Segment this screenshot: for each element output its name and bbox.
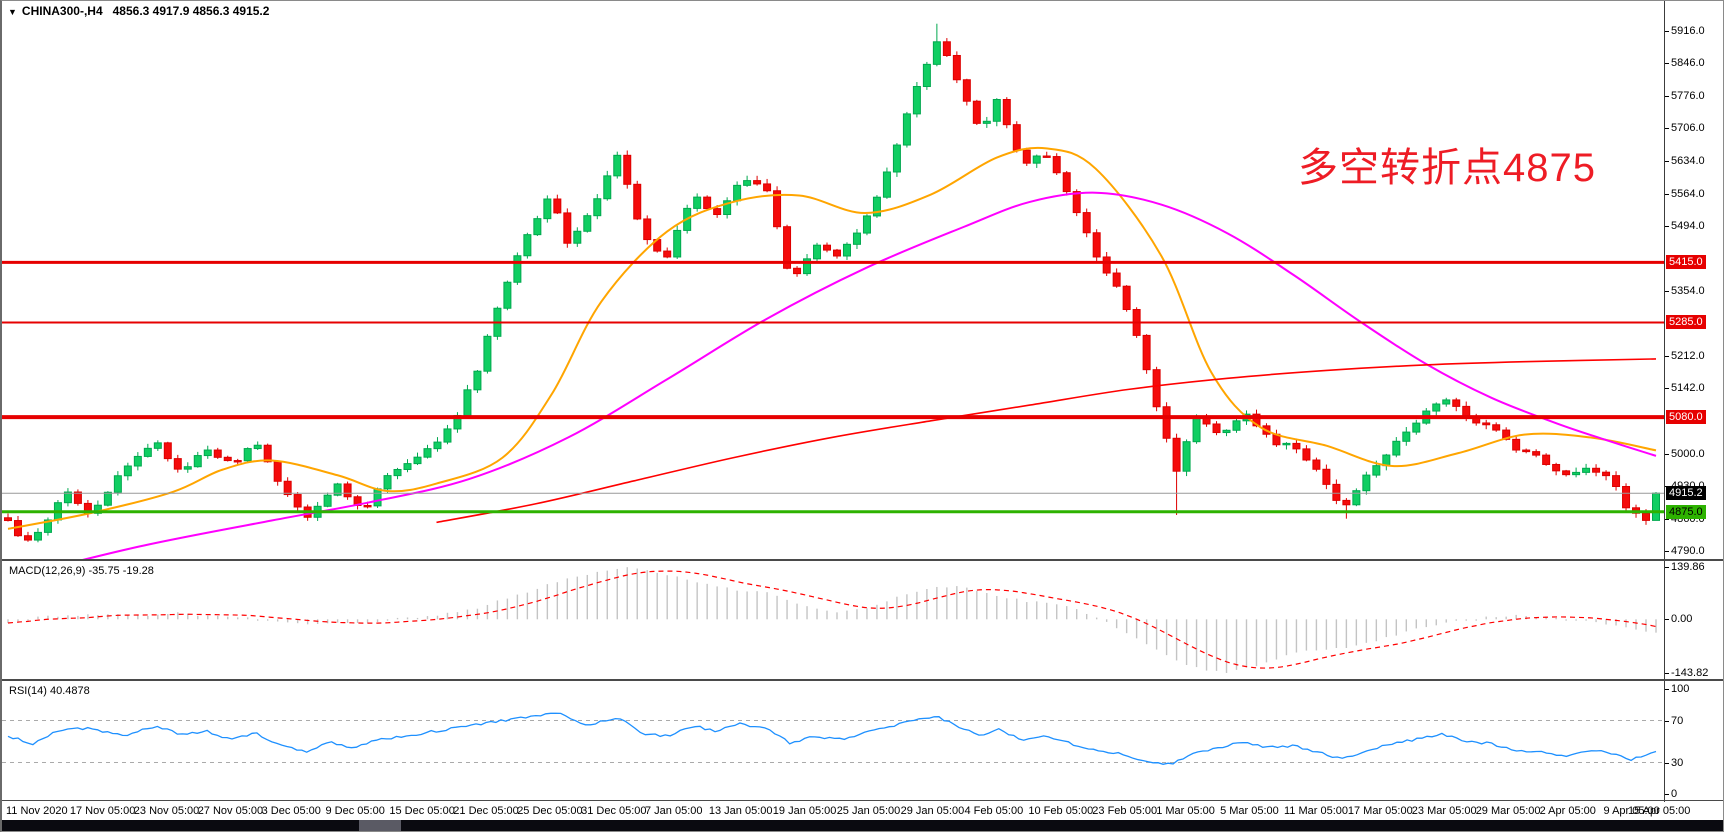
price-axis-label: 4790.0 <box>1665 545 1705 557</box>
rsi-value: 40.4878 <box>49 685 90 697</box>
axis-separator <box>1664 1 1665 802</box>
rsi-indicator-label: RSI(14) 40.4878 <box>9 685 90 697</box>
price-axis-label: 5494.0 <box>1665 219 1705 232</box>
price-axis-label: 5142.0 <box>1665 382 1705 395</box>
date-label: 11 Mar 05:00 <box>1284 805 1349 817</box>
date-label: 10 Feb 05:00 <box>1028 805 1094 817</box>
collapse-triangle-icon[interactable]: ▼ <box>8 7 17 17</box>
date-label: 7 Jan 05:00 <box>645 805 703 817</box>
rsi-line[interactable] <box>7 712 1657 765</box>
date-label: 9 Apr 05:00 <box>1603 805 1660 817</box>
date-label: 29 Mar 05:00 <box>1475 805 1541 817</box>
date-label: 23 Mar 05:00 <box>1411 805 1477 817</box>
price-axis-label: 5634.0 <box>1665 155 1705 168</box>
date-label: 21 Dec 05:00 <box>453 805 519 817</box>
rsi-axis-label: 100 <box>1664 683 1690 695</box>
panel-separator-rsi[interactable] <box>2 679 1723 681</box>
date-label: 15 Dec 05:00 <box>389 805 455 817</box>
macd-axis-label: 139.86 <box>1665 561 1705 574</box>
time-scale[interactable]: 11 Nov 2020 17 Nov 05:00 23 Nov 05:00 27 No… <box>2 802 1723 820</box>
macd-axis-label: -143.82 <box>1664 667 1709 680</box>
time-scale-separator <box>2 800 1723 801</box>
date-label: 29 Jan 05:00 <box>900 805 965 817</box>
date-label: 3 Dec 05:00 <box>261 805 321 817</box>
macd-histogram <box>7 567 1657 673</box>
price-axis-label: 5564.0 <box>1665 187 1705 200</box>
rsi-name: RSI(14) <box>9 685 47 697</box>
ma-fast-orange[interactable] <box>7 146 1657 530</box>
macd-name: MACD(12,26,9) <box>9 565 86 577</box>
date-label: 31 Dec 05:00 <box>581 805 647 817</box>
price-axis-label: 5706.0 <box>1665 122 1705 135</box>
rsi-axis-label: 70 <box>1664 714 1684 727</box>
chart-title: ▼ CHINA300-,H4 4856.3 4917.9 4856.3 4915.2 <box>8 4 269 18</box>
price-axis-label: 5846.0 <box>1665 57 1705 70</box>
price-scale-column[interactable]: 5916.0 5846.0 5776.0 5706.0 5634.0 5564.0 5494… <box>1664 1 1723 802</box>
date-label: 23 Nov 05:00 <box>133 805 200 817</box>
price-chart-canvas[interactable] <box>2 1 1665 560</box>
date-label: 17 Mar 05:00 <box>1347 805 1413 817</box>
price-axis-label: 5354.0 <box>1665 284 1705 297</box>
panel-separator-macd[interactable] <box>2 559 1723 561</box>
price-axis-label: 5776.0 <box>1665 89 1705 102</box>
date-label: 13 Jan 05:00 <box>708 805 773 817</box>
date-label: 27 Nov 05:00 <box>197 805 264 817</box>
rsi-panel-canvas[interactable] <box>2 681 1665 800</box>
rsi-axis-label: 30 <box>1664 756 1684 769</box>
price-badge-5415.0: 5415.0 <box>1666 255 1706 270</box>
ohlc-values: 4856.3 4917.9 4856.3 4915.2 <box>112 4 270 18</box>
taskbar-strip <box>2 820 1723 831</box>
taskbar-segment <box>359 820 401 831</box>
price-badge-5080.0: 5080.0 <box>1666 410 1706 425</box>
price-axis-label: 5212.0 <box>1665 350 1705 363</box>
ma-mid-magenta[interactable] <box>8 191 1657 560</box>
price-axis-label: 5000.0 <box>1665 448 1705 461</box>
date-label: 5 Mar 05:00 <box>1220 805 1279 817</box>
date-label: 4 Feb 05:00 <box>964 805 1024 817</box>
macd-axis-label: 0.00 <box>1664 613 1693 626</box>
macd-panel-canvas[interactable] <box>2 562 1665 679</box>
candles <box>4 23 1660 543</box>
ma-slow-red[interactable] <box>436 358 1657 524</box>
date-label: 25 Dec 05:00 <box>517 805 583 817</box>
macd-signal-line[interactable] <box>7 570 1657 669</box>
date-label: 19 Jan 05:00 <box>772 805 837 817</box>
date-label: 9 Dec 05:00 <box>325 805 385 817</box>
date-label: 17 Nov 05:00 <box>69 805 136 817</box>
date-label: 1 Mar 05:00 <box>1156 805 1215 817</box>
date-label: 23 Feb 05:00 <box>1092 805 1158 817</box>
macd-values: -35.75 -19.28 <box>88 565 154 577</box>
date-label: 11 Nov 2020 <box>6 805 68 817</box>
price-badge-4915.2: 4915.2 <box>1666 486 1706 501</box>
date-label: 25 Jan 05:00 <box>836 805 901 817</box>
macd-indicator-label: MACD(12,26,9) -35.75 -19.28 <box>9 565 154 577</box>
date-label: 15 Apr 05:00 <box>1628 805 1691 817</box>
date-label: 2 Apr 05:00 <box>1539 805 1596 817</box>
rsi-axis-label: 0 <box>1664 788 1678 800</box>
price-axis-label: 5916.0 <box>1665 25 1705 38</box>
price-badge-4875.0: 4875.0 <box>1666 504 1706 519</box>
price-badge-5285.0: 5285.0 <box>1666 315 1706 330</box>
annotation-text: 多空转折点4875 <box>1298 146 1596 190</box>
symbol-period-label: CHINA300-,H4 <box>21 4 103 18</box>
